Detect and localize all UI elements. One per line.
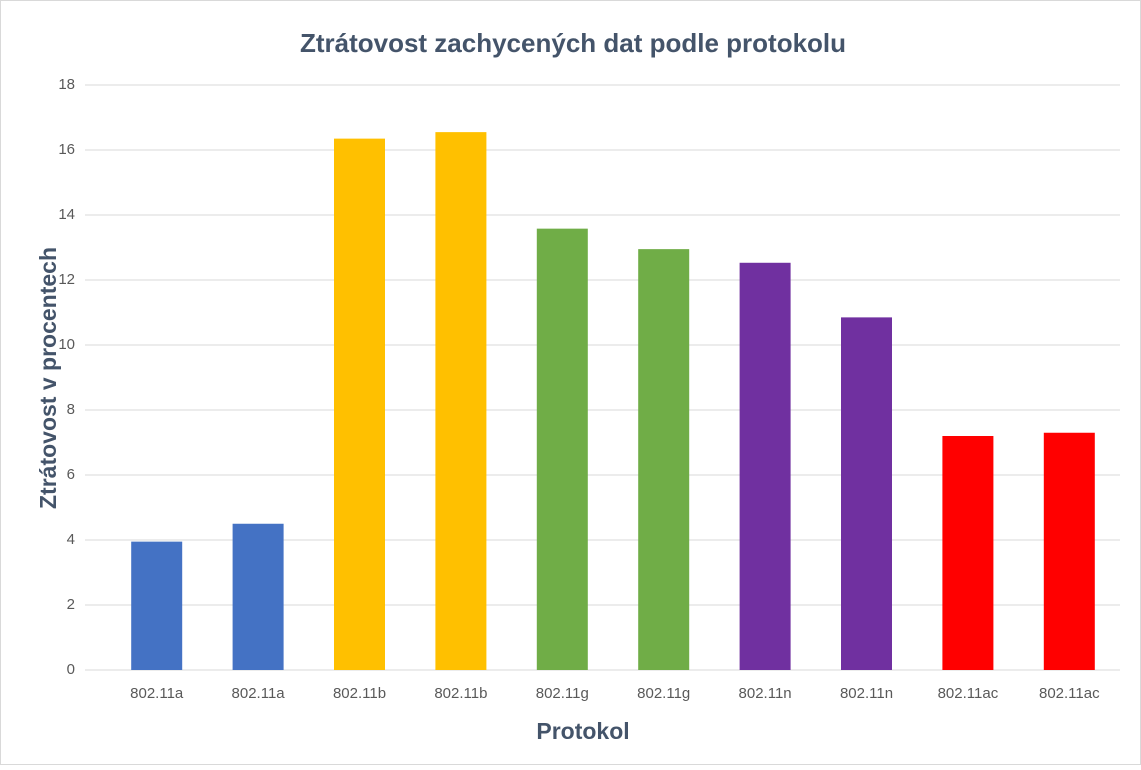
y-tick-label: 10 (58, 336, 75, 353)
x-tick-label: 802.11a (130, 685, 184, 702)
x-tick-label: 802.11n (739, 685, 792, 702)
x-tick-label: 802.11ac (938, 685, 999, 702)
bar (131, 541, 183, 670)
x-tick-label: 802.11b (333, 685, 386, 702)
y-tick-label: 18 (58, 76, 75, 93)
x-axis-label: Protokol (536, 718, 629, 744)
bar (638, 249, 690, 670)
y-tick-label: 2 (67, 596, 75, 613)
y-tick-label: 8 (67, 401, 75, 418)
bar (841, 317, 892, 670)
x-tick-label: 802.11n (840, 685, 893, 702)
x-tick-label: 802.11g (637, 685, 690, 702)
x-tick-label: 802.11a (232, 685, 286, 702)
bar (1043, 432, 1095, 670)
bar (739, 262, 791, 670)
bar (232, 523, 284, 670)
bar (942, 436, 994, 670)
bar (334, 138, 385, 670)
y-tick-label: 14 (58, 206, 75, 223)
y-tick-label: 16 (58, 141, 75, 158)
x-tick-label: 802.11ac (1039, 685, 1100, 702)
x-tick-label: 802.11g (536, 685, 589, 702)
bar (536, 228, 588, 670)
chart-title: Ztrátovost zachycených dat podle protoko… (300, 28, 846, 58)
y-tick-label: 6 (67, 466, 75, 483)
y-tick-label: 12 (58, 271, 75, 288)
x-tick-label: 802.11b (434, 685, 487, 702)
y-tick-label: 0 (67, 661, 75, 678)
bar (435, 132, 487, 670)
y-axis-label: Ztrátovost v procentech (35, 247, 61, 509)
y-tick-label: 4 (67, 531, 75, 548)
